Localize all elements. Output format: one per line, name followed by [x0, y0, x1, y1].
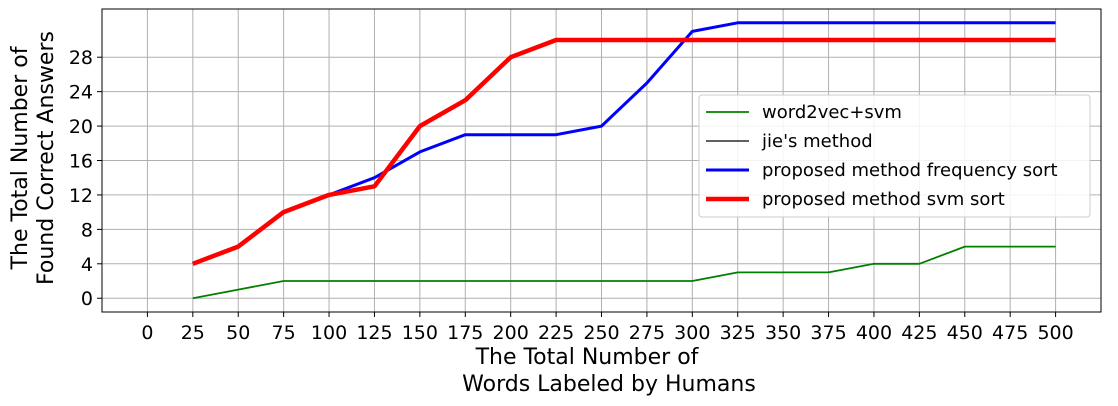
legend-box: [698, 94, 1091, 218]
y-tick-label: 4: [81, 254, 93, 276]
x-tick-label: 150: [402, 322, 438, 344]
x-tick-label: 450: [947, 322, 983, 344]
x-axis-label-line-2: Words Labeled by Humans: [462, 372, 756, 397]
x-tick-label: 0: [141, 322, 153, 344]
x-tick-label: 25: [181, 322, 205, 344]
y-axis-ticks: 0 4 8 12 16 20 24 28: [69, 47, 102, 310]
x-tick-label: 250: [583, 322, 619, 344]
x-tick-label: 125: [356, 322, 392, 344]
x-tick-label: 275: [629, 322, 665, 344]
x-tick-label: 375: [810, 322, 846, 344]
x-tick-label: 425: [901, 322, 937, 344]
x-axis-label-line-1: The Total Number of: [475, 345, 700, 370]
x-tick-label: 200: [493, 322, 529, 344]
y-tick-label: 16: [69, 151, 93, 173]
legend-label-2: proposed method frequency sort: [762, 160, 1058, 181]
legend-label-1: jie's method: [761, 131, 873, 152]
series-line-0: [192, 245, 1056, 300]
x-tick-label: 500: [1037, 322, 1073, 344]
series-line-3: [192, 37, 1056, 266]
legend: word2vec+svm jie's method proposed method …: [698, 94, 1091, 218]
x-tick-label: 225: [538, 322, 574, 344]
x-tick-label: 75: [272, 322, 296, 344]
y-tick-label: 8: [81, 219, 93, 241]
y-tick-label: 28: [69, 47, 93, 69]
series-lines: [192, 21, 1056, 300]
x-tick-label: 475: [992, 322, 1028, 344]
x-tick-label: 50: [226, 322, 250, 344]
x-tick-label: 175: [447, 322, 483, 344]
y-tick-label: 20: [69, 116, 93, 138]
x-tick-label: 350: [765, 322, 801, 344]
y-tick-label: 12: [69, 185, 93, 207]
x-tick-label: 325: [720, 322, 756, 344]
x-tick-label: 100: [311, 322, 347, 344]
y-tick-label: 0: [81, 288, 93, 310]
x-axis-ticks: 0 25 50 75 100 125 150 175 200 225 250 275 300 325 350…: [141, 312, 1074, 344]
x-tick-label: 400: [856, 322, 892, 344]
legend-label-0: word2vec+svm: [762, 102, 902, 123]
y-tick-label: 24: [69, 82, 93, 104]
y-axis-label-line-2: Found Correct Answers: [34, 31, 59, 285]
y-axis-label-line-1: The Total Number of: [8, 45, 33, 270]
grid: [102, 9, 1101, 312]
x-tick-label: 300: [674, 322, 710, 344]
legend-label-3: proposed method svm sort: [762, 189, 1005, 210]
